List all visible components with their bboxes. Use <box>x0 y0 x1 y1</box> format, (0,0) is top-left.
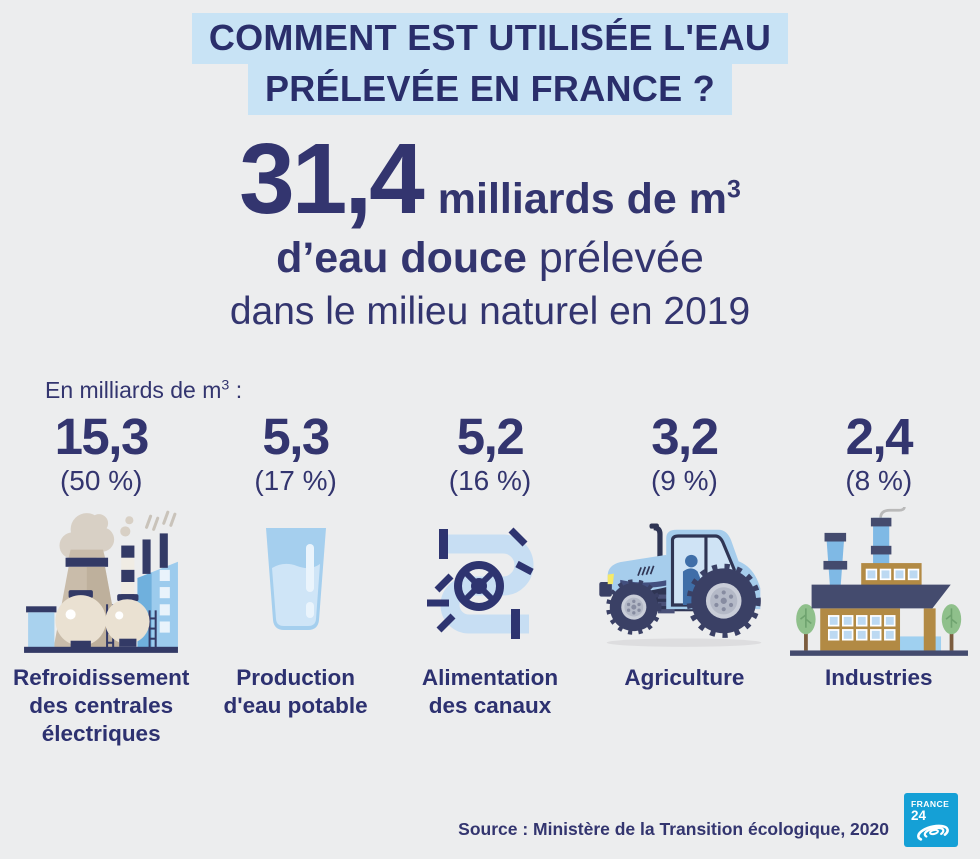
title-line-1: COMMENT EST UTILISÉE L'EAU <box>191 13 789 65</box>
category-value: 15,3 <box>54 408 150 465</box>
category-percent: (17 %) <box>254 465 337 496</box>
category-value: 2,4 <box>845 408 914 465</box>
category-label: Alimentation des canaux <box>421 665 559 718</box>
category-percent: (16 %) <box>448 465 532 496</box>
tractor-icon <box>587 504 781 660</box>
category-percent: (9 %) <box>650 465 718 496</box>
logo-line-1: FRANCE <box>911 799 949 809</box>
category-canals: 5,2 (16 %) <box>393 410 587 748</box>
logo-swirl <box>917 824 949 841</box>
hero-line-2: d’eau douce prélevée <box>276 234 704 282</box>
footer: Source : Ministère de la Transition écol… <box>458 793 958 847</box>
hero-unit: milliards de m3 <box>437 175 741 223</box>
category-label: Agriculture <box>624 665 745 690</box>
page-title: COMMENT EST UTILISÉE L'EAU PRÉLEVÉE EN F… <box>0 13 980 116</box>
source-text: Source : Ministère de la Transition écol… <box>458 819 889 839</box>
logo-line-2: 24 <box>911 808 927 823</box>
category-power-plants: 15,3 (50 %) <box>4 410 198 748</box>
category-percent: (50 %) <box>59 465 143 496</box>
category-drinking-water: 5,3 (17 %) Production d'eau potable <box>198 410 392 748</box>
hero-value: 31,4 <box>239 123 425 235</box>
water-glass-icon <box>198 504 392 660</box>
category-value: 5,2 <box>456 408 525 465</box>
hero-line-1: 31,4 milliards de m3 <box>0 123 980 235</box>
category-percent: (8 %) <box>845 465 913 496</box>
power-plant-icon <box>4 504 198 660</box>
category-label: Industries <box>825 665 933 690</box>
hero-statement: 31,4 milliards de m3 d’eau douce prélevé… <box>0 123 980 335</box>
tree-right <box>941 603 961 650</box>
france24-logo: FRANCE 24 <box>904 793 958 847</box>
title-line-2: PRÉLEVÉE EN FRANCE ? <box>247 64 733 116</box>
category-label: Production d'eau potable <box>223 665 368 718</box>
category-label: Refroidissement des centrales électriques <box>13 665 190 746</box>
pipes-valve-icon <box>393 504 587 660</box>
category-columns: 15,3 (50 %) <box>4 410 976 748</box>
category-agriculture: 3,2 (9 %) <box>587 410 781 748</box>
factory-icon <box>782 504 976 660</box>
category-value: 5,3 <box>262 408 330 465</box>
category-industries: 2,4 (8 %) <box>782 410 976 748</box>
hero-line-3: dans le milieu naturel en 2019 <box>229 290 751 334</box>
tree-left <box>795 603 816 650</box>
category-value: 3,2 <box>651 408 719 465</box>
unit-note: En milliards de m3 : <box>45 377 243 403</box>
